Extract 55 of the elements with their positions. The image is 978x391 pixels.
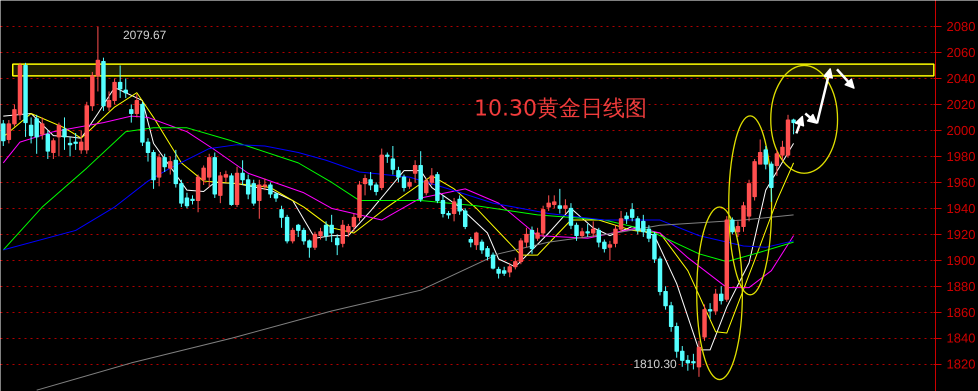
y-tick-label: 2060 [946,44,976,60]
candlestick [290,227,295,244]
line-series [2,127,794,262]
candlestick [591,220,596,238]
candlestick [56,122,62,157]
line-series [2,144,794,250]
candlestick [708,302,712,320]
annotation: 1810.30 [633,356,678,371]
candlestick [362,174,368,196]
candlestick [1,120,6,146]
candlestick [412,160,418,183]
candlestick [696,340,702,378]
candlestick [530,226,534,254]
candlestick [162,153,167,172]
y-tick-label: 1900 [946,252,976,268]
candlestick [118,64,122,98]
y-tick-label: 2020 [946,96,976,112]
annotation: 2079.67 [122,28,167,42]
candlestick [563,198,568,214]
candlestick [134,94,140,118]
y-tick-label: 1860 [946,304,976,320]
candlestick [791,118,796,135]
text: 10.30黄金日线图 [474,96,647,122]
candlestick [452,197,456,222]
y-tick-label: 1960 [946,174,976,190]
candlestick [474,231,479,250]
candlestick [713,288,718,316]
candlestick [156,153,162,187]
y-tick-label: 1920 [946,226,976,242]
candlestick [407,178,412,190]
candlestick [580,227,584,239]
y-tick-label: 2000 [946,122,976,138]
y-tick-label: 1940 [946,200,976,216]
candlestick [124,78,128,98]
candlestick [558,188,562,214]
y-tick-label: 2080 [946,18,976,34]
candlestick [608,240,612,261]
candlestick [385,152,390,164]
candlestick [62,116,67,150]
candlestick [334,234,340,256]
y-tick-label: 1820 [946,356,976,372]
candlestick [168,156,172,176]
candlestick [40,116,44,140]
candlestick [390,145,396,176]
candlestick [719,286,724,305]
candlestick [585,223,590,238]
y-tick-label: 1880 [946,278,976,294]
y-tick-label: 2040 [946,70,976,86]
y-tick-label: 1840 [946,330,976,346]
candlestick [51,138,56,160]
y-tick-label: 1980 [946,148,976,164]
candlestick [46,130,50,160]
candlestick [468,236,474,248]
candlestick [129,104,134,124]
candlestick [730,216,735,235]
